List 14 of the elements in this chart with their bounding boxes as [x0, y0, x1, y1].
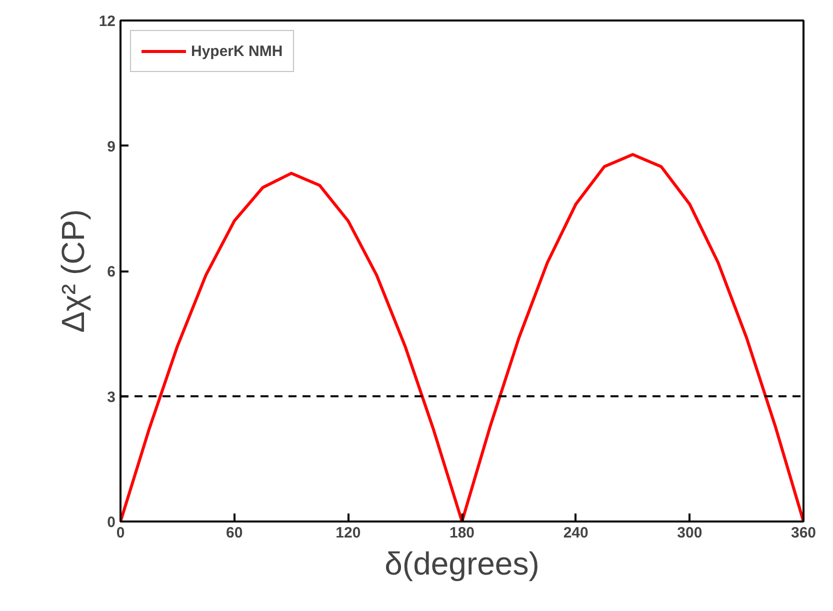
x-tick-label: 300	[677, 524, 702, 542]
legend-label: HyperK NMH	[191, 42, 283, 60]
y-tick-label: 12	[98, 13, 116, 30]
x-tick-label: 180	[449, 524, 475, 542]
y-axis-title: Δχ² (CP)	[54, 209, 91, 333]
x-tick-label: 240	[563, 524, 588, 542]
y-tick-label: 0	[107, 514, 116, 531]
x-tick-label: 60	[226, 524, 243, 542]
x-tick-label: 120	[336, 524, 361, 542]
x-axis-title: δ(degrees)	[384, 546, 540, 582]
y-tick-label: 3	[107, 388, 116, 406]
x-tick-label: 360	[790, 524, 816, 542]
y-tick-label: 6	[107, 264, 116, 280]
y-tick-label: 9	[107, 138, 116, 156]
